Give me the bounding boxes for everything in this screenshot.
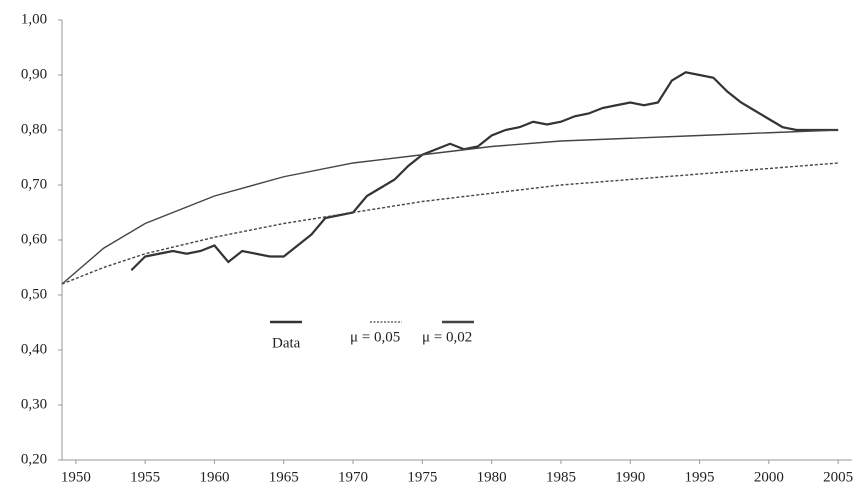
y-tick-label: 0,30: [21, 396, 47, 412]
x-tick-label: 2005: [823, 469, 853, 485]
legend-label: μ = 0,05: [350, 329, 400, 345]
x-tick-label: 1995: [685, 469, 715, 485]
y-tick-label: 0,20: [21, 451, 47, 467]
x-tick-label: 1985: [546, 469, 576, 485]
x-tick-label: 2000: [754, 469, 784, 485]
series-line: [61, 129, 839, 285]
x-tick-label: 1955: [130, 469, 160, 485]
y-tick-label: 0,60: [21, 231, 47, 247]
y-tick-label: 1,00: [21, 11, 47, 27]
x-tick-label: 1960: [199, 469, 229, 485]
x-tick-label: 1990: [615, 469, 645, 485]
y-tick-label: 0,50: [21, 286, 47, 302]
x-tick-label: 1965: [269, 469, 299, 485]
x-tick-label: 1970: [338, 469, 368, 485]
y-tick-label: 0,40: [21, 341, 47, 357]
y-tick-label: 0,70: [21, 176, 47, 192]
x-tick-label: 1975: [407, 469, 437, 485]
y-tick-label: 0,80: [21, 121, 47, 137]
legend-label: Data: [272, 335, 301, 351]
legend-label: μ = 0,02: [422, 329, 472, 345]
series-line: [130, 71, 839, 272]
y-tick-label: 0,90: [21, 66, 47, 82]
x-tick-label: 1980: [477, 469, 507, 485]
x-tick-label: 1950: [61, 469, 91, 485]
series-line: [61, 162, 839, 285]
